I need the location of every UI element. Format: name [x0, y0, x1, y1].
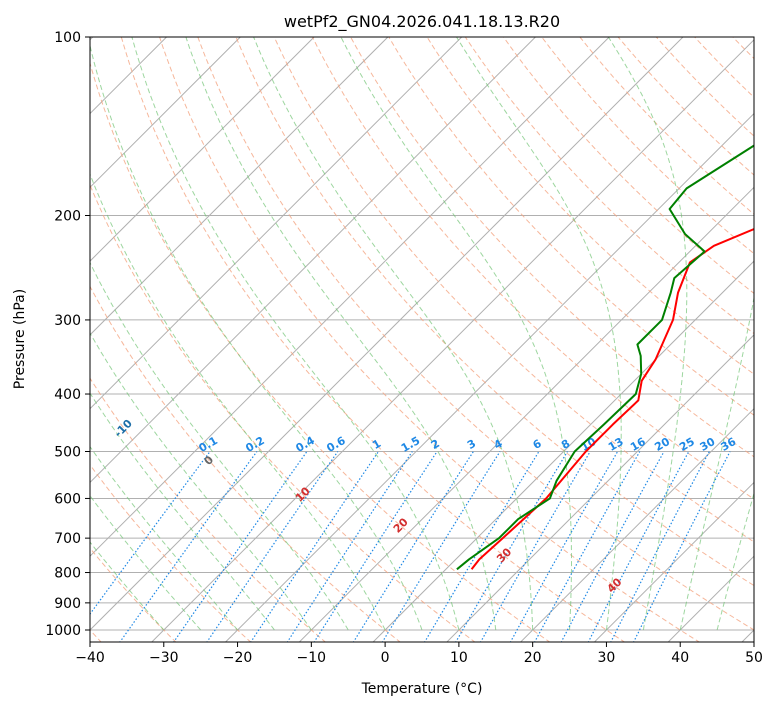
dry-adiabat-line	[426, 37, 754, 375]
mixing-ratio-line	[509, 451, 619, 642]
y-tick-label: 800	[54, 566, 81, 582]
dewpoint-profile-line	[456, 144, 754, 571]
isotherm-line	[519, 407, 754, 642]
dry-adiabat-line	[120, 37, 626, 642]
y-tick-label: 700	[54, 531, 81, 547]
temperature-profile-line	[470, 227, 754, 570]
mixing-ratio-line	[313, 451, 438, 642]
x-axis-ticks: −40 −30 −20 −10 0 10 20 30 40 50	[75, 642, 763, 666]
dry-adiabat-line	[617, 37, 754, 176]
mixing-ratio-line	[206, 451, 339, 642]
moist-adiabat-line	[679, 295, 754, 631]
mixing-ratio-line	[352, 451, 474, 642]
mixing-ratio-line	[424, 451, 540, 642]
isotherm-line	[90, 37, 684, 631]
dry-adiabat-line	[311, 37, 754, 500]
plot-frame	[89, 36, 755, 643]
isotherm-line	[90, 37, 536, 484]
x-tick-label: −40	[75, 650, 105, 666]
moist-adiabat-line	[90, 332, 312, 631]
moist-adiabat-line	[90, 261, 349, 631]
mixing-ratio-line	[633, 451, 731, 642]
dry-adiabat-line	[197, 37, 754, 631]
isotherm-line	[90, 37, 315, 262]
dry-adiabat-line	[90, 61, 551, 642]
y-axis-label: Pressure (hPa)	[12, 289, 28, 389]
mixing-ratio-line	[610, 451, 710, 642]
x-tick-label: 30	[598, 650, 616, 666]
dry-adiabat-line	[541, 37, 754, 255]
moist-adiabat-line	[340, 37, 572, 630]
moist-adiabat-line	[131, 37, 460, 631]
plot-area: 0.1 0.2 0.4 0.6 1 1.5 2 3 4 6 8 10 13 16 20 25 30 36 -100…	[90, 37, 754, 642]
isotherm-line	[593, 481, 754, 642]
isotherm-line	[372, 260, 754, 642]
x-axis-label: Temperature (°C)	[361, 681, 483, 697]
mixing-ratio-line	[534, 451, 641, 642]
y-tick-label: 100	[54, 30, 81, 46]
chart-title: wetPf2_GN04.2026.041.18.13.R20	[284, 12, 560, 32]
x-tick-label: −30	[149, 650, 179, 666]
x-tick-label: 50	[745, 650, 763, 666]
mixing-ratio-line	[381, 451, 501, 642]
mixing-ratio-line	[250, 451, 379, 642]
x-tick-label: 0	[381, 650, 390, 666]
moist-adiabat-line	[90, 43, 423, 631]
x-tick-label: −20	[223, 650, 253, 666]
isotherm-line	[224, 112, 754, 642]
mixing-ratio-line	[560, 451, 665, 642]
dry-adiabat-line	[159, 37, 701, 642]
x-tick-label: −10	[297, 650, 327, 666]
isotherm-grid	[90, 37, 754, 642]
dry-adiabat-line	[350, 37, 754, 458]
sounding-series	[456, 144, 754, 571]
dry-adiabat-line	[90, 377, 327, 642]
moist-adiabat-line	[90, 172, 386, 631]
dry-adiabat-line	[464, 37, 754, 335]
y-tick-label: 1000	[45, 623, 81, 639]
isotherm-line	[90, 37, 463, 410]
moist-adiabat-line	[185, 37, 497, 631]
isotherm-line	[90, 37, 241, 189]
isotherm-line	[446, 334, 754, 642]
mixing-ratio-line	[286, 451, 413, 642]
y-tick-label: 900	[54, 596, 81, 612]
mixing-ratio-line	[90, 451, 211, 616]
moist-adiabats	[90, 37, 754, 631]
moist-adiabat-line	[253, 37, 534, 631]
y-tick-label: 500	[54, 444, 81, 460]
mixing-ratio-line	[173, 451, 308, 642]
isotherm-line	[151, 39, 754, 642]
moist-adiabat-line	[456, 37, 622, 631]
isotherm-line	[90, 37, 389, 336]
y-axis-ticks: 1000 900 800 700 600 500 400 300 200 100	[45, 30, 90, 639]
x-tick-label: 20	[524, 650, 542, 666]
mixing-ratio-line	[587, 451, 690, 642]
mixing-ratio-line	[119, 451, 258, 642]
isotherm-line	[90, 37, 610, 557]
y-tick-label: 400	[54, 387, 81, 403]
x-tick-label: 40	[671, 650, 689, 666]
y-tick-label: 300	[54, 313, 81, 329]
y-tick-label: 600	[54, 491, 81, 507]
y-tick-label: 200	[54, 209, 81, 225]
moist-adiabat-line	[716, 491, 754, 631]
dry-adiabat-line	[388, 37, 754, 416]
x-tick-label: 10	[450, 650, 468, 666]
